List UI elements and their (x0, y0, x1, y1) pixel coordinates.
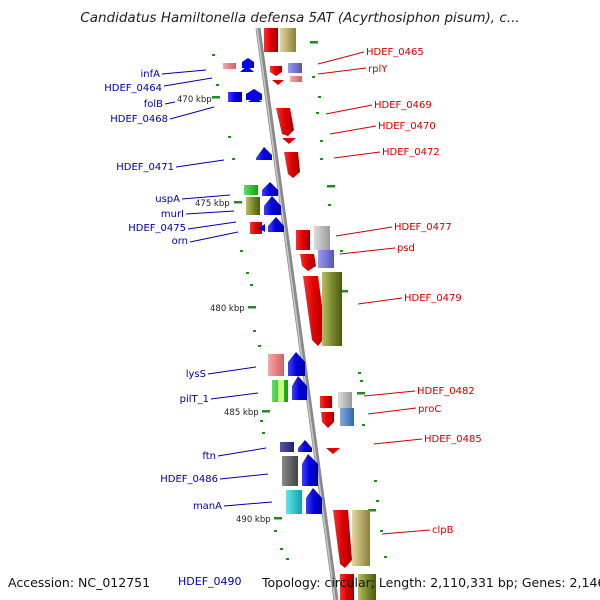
gene-infA[interactable] (223, 58, 254, 72)
scale-label-475: 475 kbp (195, 199, 230, 209)
gene-labels-left: infA HDEF_0464 folB HDEF_0468 HDEF_0471 … (104, 69, 222, 512)
scale-label-470: 470 kbp (177, 95, 212, 105)
scale-label-490: 490 kbp (236, 515, 271, 525)
gene-lysS[interactable] (268, 352, 305, 376)
gene-HDEF_0472[interactable] (284, 152, 300, 178)
label-HDEF_0468[interactable]: HDEF_0468 (110, 114, 168, 125)
map-footer: Accession: NC_012751 HDEF_0490 Topology:… (0, 573, 600, 595)
gene-HDEF_0465[interactable] (264, 28, 296, 52)
label-HDEF_0475[interactable]: HDEF_0475 (128, 223, 186, 234)
scale-ticks (212, 41, 376, 520)
accession-text: Accession: NC_012751 (8, 575, 151, 590)
gene-ftn[interactable] (280, 440, 312, 452)
label-pilT_1[interactable]: pilT_1 (180, 394, 209, 405)
label-HDEF_0486[interactable]: HDEF_0486 (160, 474, 218, 485)
gene-rplY[interactable] (270, 63, 302, 85)
gene-HDEF_0471[interactable] (256, 147, 272, 160)
scale-label-480: 480 kbp (210, 304, 245, 314)
gene-HDEF_0475[interactable] (250, 217, 284, 234)
label-infA[interactable]: infA (141, 69, 161, 80)
label-HDEF_0477[interactable]: HDEF_0477 (394, 222, 452, 233)
gene-HDEF_0479[interactable] (303, 272, 342, 346)
label-HDEF_0469[interactable]: HDEF_0469 (374, 100, 432, 111)
label-psd[interactable]: psd (397, 243, 415, 254)
leader-lines-left (161, 69, 273, 507)
gene-folB[interactable] (228, 89, 262, 102)
label-orn[interactable]: orn (172, 236, 188, 247)
gene-clpB[interactable] (333, 510, 370, 568)
label-murI[interactable]: murI (161, 209, 184, 220)
gene-HDEF_0477[interactable] (296, 226, 330, 250)
label-folB[interactable]: folB (144, 99, 163, 110)
label-HDEF_0479[interactable]: HDEF_0479 (404, 293, 462, 304)
label-HDEF_0470[interactable]: HDEF_0470 (378, 121, 436, 132)
gene-HDEF_0482[interactable] (320, 392, 352, 408)
label-HDEF_0485[interactable]: HDEF_0485 (424, 434, 482, 445)
gene-uspA[interactable] (244, 182, 278, 196)
gene-proC[interactable] (321, 408, 354, 428)
label-HDEF_0482[interactable]: HDEF_0482 (417, 386, 475, 397)
gene-HDEF_0486[interactable] (282, 454, 318, 486)
gene-HDEF_0485[interactable] (326, 448, 340, 454)
label-manA[interactable]: manA (193, 501, 222, 512)
gene-psd[interactable] (300, 250, 334, 271)
label-uspA[interactable]: uspA (155, 194, 180, 205)
gene-murI[interactable] (246, 196, 281, 215)
label-HDEF_0490[interactable]: HDEF_0490 (178, 575, 242, 588)
tick-ring-left (212, 54, 289, 560)
label-lysS[interactable]: lysS (186, 369, 206, 380)
label-HDEF_0465[interactable]: HDEF_0465 (366, 47, 424, 58)
topology-text: Topology: circular; Length: 2,110,331 bp… (262, 575, 600, 590)
gene-manA[interactable] (286, 488, 322, 514)
label-rplY[interactable]: rplY (368, 64, 388, 75)
gene-labels-right: HDEF_0465 rplY HDEF_0469 HDEF_0470 HDEF_… (366, 47, 482, 536)
scale-label-485: 485 kbp (224, 408, 259, 418)
label-clpB[interactable]: clpB (432, 525, 454, 536)
gene-pilT_1[interactable] (272, 376, 307, 402)
leader-lines-right (317, 51, 431, 535)
label-ftn[interactable]: ftn (202, 451, 216, 462)
gene-HDEF_0470[interactable] (282, 138, 296, 144)
label-HDEF_0471[interactable]: HDEF_0471 (116, 162, 174, 173)
gene-bottom-right (340, 574, 376, 600)
label-proC[interactable]: proC (418, 404, 441, 415)
label-HDEF_0472[interactable]: HDEF_0472 (382, 147, 440, 158)
map-title: Candidatus Hamiltonella defensa 5AT (Acy… (80, 10, 520, 26)
gene-HDEF_0469[interactable] (276, 108, 294, 136)
tick-ring-right (312, 76, 387, 558)
label-HDEF_0464[interactable]: HDEF_0464 (104, 83, 162, 94)
